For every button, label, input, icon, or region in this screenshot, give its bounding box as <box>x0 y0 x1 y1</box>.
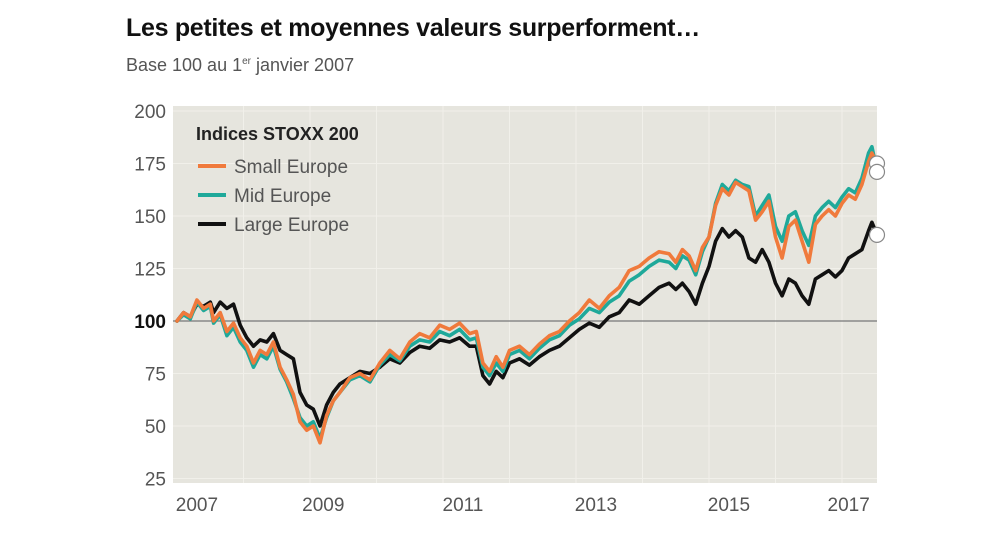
x-tick-label: 2011 <box>443 495 484 516</box>
end-marker-mid-europe <box>868 163 886 180</box>
y-tick-label: 175 <box>134 155 166 176</box>
y-tick-label: 150 <box>134 207 166 228</box>
end-markers <box>868 155 886 243</box>
end-marker-large-europe <box>868 226 886 243</box>
x-tick-label: 2009 <box>302 495 344 516</box>
chart-title: Les petites et moyennes valeurs surperfo… <box>126 14 700 42</box>
plot-background <box>173 106 877 483</box>
legend-title: Indices STOXX 200 <box>196 124 359 144</box>
gridlines <box>173 106 877 483</box>
x-tick-label: 2007 <box>176 495 218 516</box>
y-tick-label: 25 <box>145 470 166 491</box>
y-axis: 25 50 75 100 125 150 175 200 <box>134 102 166 491</box>
legend-label: Mid Europe <box>234 186 331 207</box>
y-tick-label: 50 <box>145 417 166 438</box>
x-tick-label: 2013 <box>575 495 617 516</box>
series-line-large-europe <box>175 220 879 428</box>
x-tick-label: 2017 <box>828 495 870 516</box>
legend-label: Large Europe <box>234 215 349 236</box>
subtitle-prefix: Base 100 au 1 <box>126 55 243 75</box>
x-axis: 2007 2009 2011 2013 2015 2017 <box>176 495 870 516</box>
series-line-small-europe <box>175 151 879 445</box>
y-tick-label: 100 <box>134 312 166 333</box>
y-tick-label: 75 <box>145 365 166 386</box>
legend: Indices STOXX 200 Small Europe Mid Europe L… <box>196 124 359 236</box>
subtitle-superscript: er <box>242 56 252 67</box>
subtitle-suffix: janvier 2007 <box>251 55 355 75</box>
y-tick-label: 200 <box>134 102 166 123</box>
x-tick-label: 2015 <box>708 495 750 516</box>
y-tick-label: 125 <box>134 260 166 281</box>
chart-subtitle: Base 100 au 1er janvier 2007 <box>126 55 354 76</box>
legend-label: Small Europe <box>234 157 348 178</box>
series-lines <box>175 144 879 445</box>
